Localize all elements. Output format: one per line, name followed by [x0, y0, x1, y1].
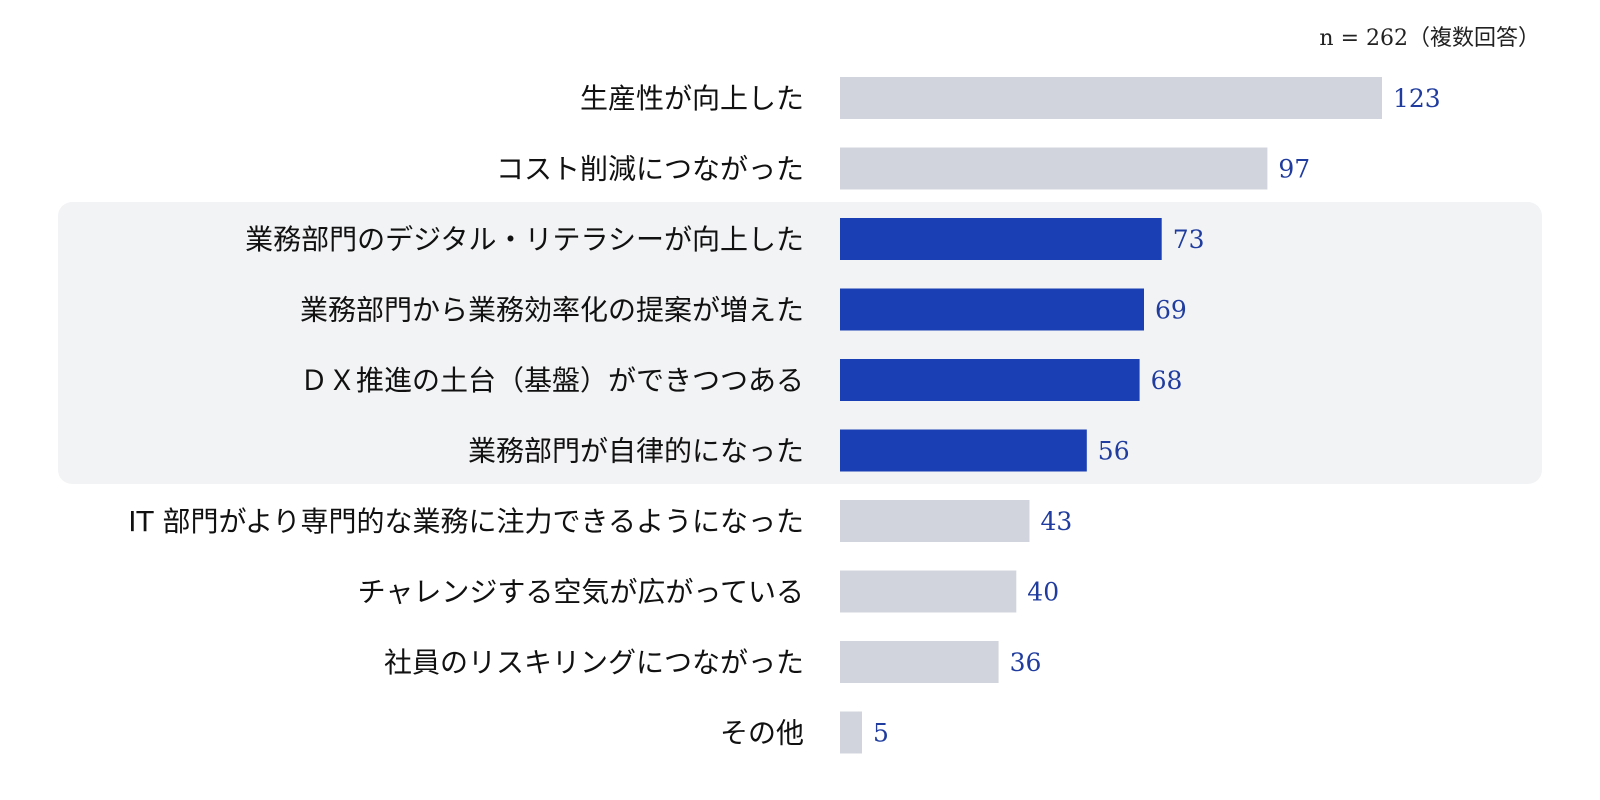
- category-label: 業務部門のデジタル・リテラシーが向上した: [245, 223, 804, 256]
- category-label: 業務部門が自律的になった: [468, 435, 804, 468]
- value-label: 68: [1151, 366, 1183, 395]
- category-label: その他: [720, 717, 804, 750]
- value-label: 69: [1155, 296, 1187, 325]
- value-labels: 123 97 73 69 68 56 43 40 36 5: [873, 84, 1441, 748]
- value-label: 97: [1278, 155, 1310, 184]
- bar: [840, 147, 1268, 190]
- value-label: 5: [873, 719, 889, 748]
- category-label: チャレンジする空気が広がっている: [358, 576, 804, 609]
- value-label: 43: [1041, 507, 1073, 536]
- bar: [840, 288, 1144, 331]
- value-label: 56: [1098, 437, 1130, 466]
- category-label: IT 部門がより専門的な業務に注力できるようになった: [128, 505, 804, 538]
- bar: [840, 77, 1382, 119]
- value-label: 40: [1027, 578, 1059, 607]
- bar: [840, 500, 1030, 542]
- bar: [840, 711, 862, 754]
- value-label: 73: [1173, 225, 1205, 254]
- sample-size-note: n = 262（複数回答）: [1319, 26, 1540, 51]
- bar: [840, 218, 1162, 260]
- bars: [840, 77, 1382, 754]
- value-label: 36: [1010, 648, 1042, 677]
- bar: [840, 570, 1017, 613]
- value-label: 123: [1393, 84, 1441, 113]
- highlight-background: [58, 202, 1542, 484]
- category-label: 社員のリスキリングにつながった: [384, 646, 804, 679]
- category-label: 業務部門から業務効率化の提案が増えた: [300, 294, 804, 327]
- category-labels: 生産性が向上したコスト削減につながった業務部門のデジタル・リテラシーが向上した業…: [128, 82, 804, 750]
- bar: [840, 641, 999, 683]
- bar: [840, 359, 1140, 401]
- bar: [840, 429, 1087, 472]
- category-label: ＤＸ推進の土台（基盤）ができつつある: [300, 364, 804, 397]
- category-label: コスト削減につながった: [496, 153, 804, 186]
- category-label: 生産性が向上した: [580, 82, 804, 115]
